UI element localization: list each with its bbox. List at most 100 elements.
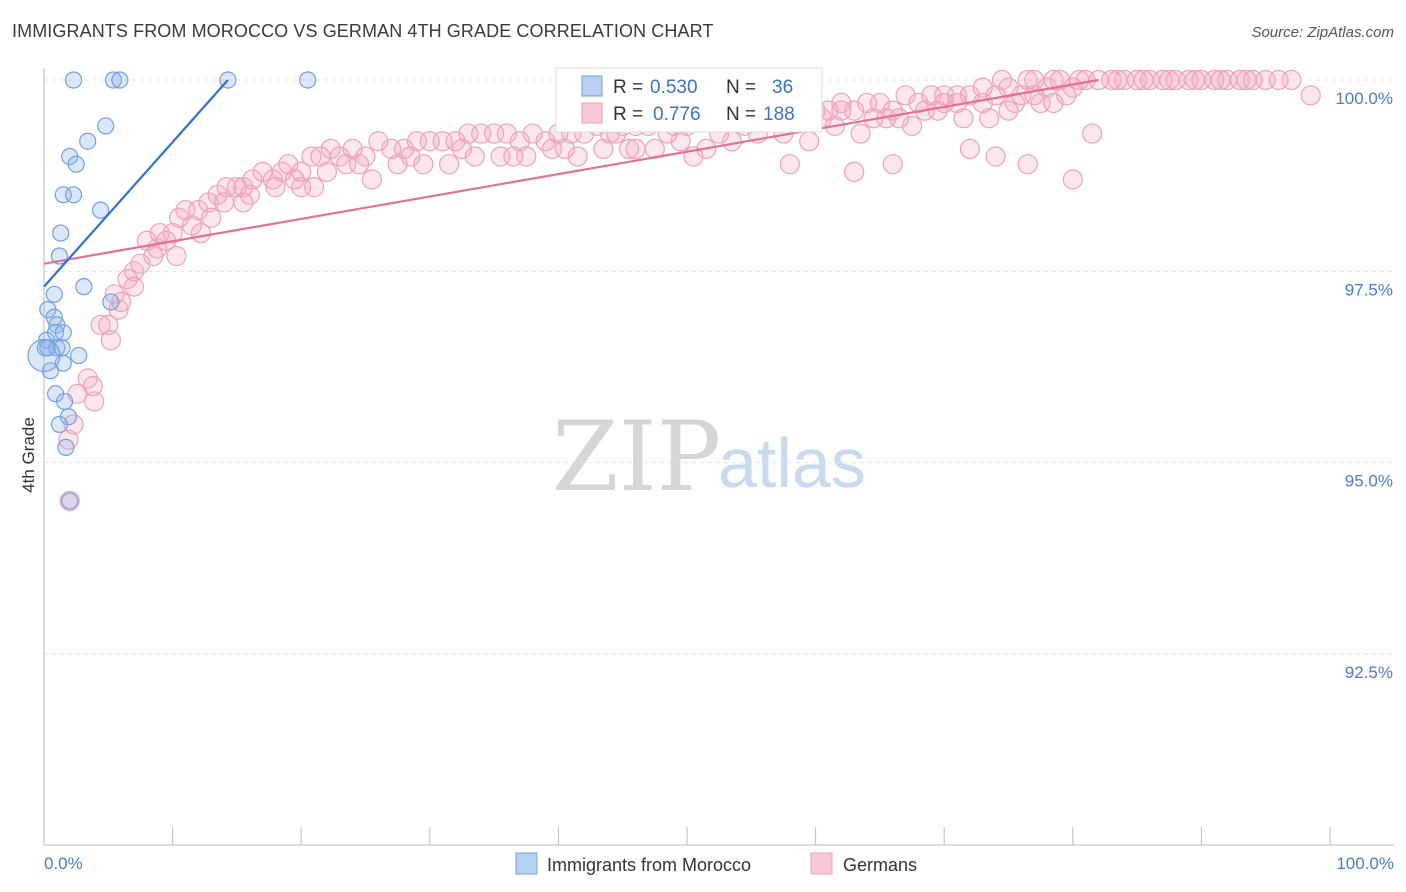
- data-point-morocco: [104, 71, 123, 89]
- data-point-germans: [567, 146, 588, 167]
- data-point-germans: [1210, 69, 1231, 91]
- data-point-germans: [348, 154, 370, 175]
- data-point-germans: [123, 276, 145, 297]
- data-point-morocco: [54, 323, 72, 342]
- data-point-germans: [342, 138, 363, 159]
- bottom-legend-label-morocco: Immigrants from Morocco: [547, 855, 751, 875]
- watermark: ZIP atlas: [552, 401, 866, 513]
- data-point-morocco: [75, 278, 93, 296]
- data-point-germans: [959, 138, 981, 159]
- data-point-germans: [265, 177, 286, 198]
- x-tick-label-min: 0.0%: [44, 854, 83, 873]
- y-tick-label: 97.5%: [1345, 280, 1393, 299]
- data-point-germans: [216, 177, 237, 198]
- data-point-germans: [1081, 123, 1103, 144]
- data-point-germans: [1069, 69, 1090, 91]
- data-point-germans: [1133, 69, 1154, 91]
- legend-r-value-pink: 0.776: [653, 104, 701, 125]
- data-point-morocco: [41, 362, 60, 380]
- data-point-morocco: [70, 346, 88, 365]
- data-point-morocco: [299, 71, 317, 89]
- data-point-germans: [496, 123, 518, 144]
- data-point-germans: [844, 161, 865, 182]
- legend-r-label-pink: R =: [613, 104, 643, 125]
- data-point-germans: [953, 108, 974, 129]
- data-point-germans: [451, 138, 473, 159]
- data-point-germans: [1159, 69, 1180, 91]
- data-point-germans: [901, 115, 923, 137]
- data-point-germans: [1300, 85, 1321, 106]
- data-point-germans: [850, 123, 871, 144]
- data-point-germans: [63, 414, 84, 435]
- data-point-morocco: [91, 201, 110, 219]
- legend-n-label-blue: N =: [726, 77, 756, 98]
- data-point-germans: [387, 154, 408, 175]
- data-point-morocco: [64, 71, 83, 89]
- chart-title: IMMIGRANTS FROM MOROCCO VS GERMAN 4TH GR…: [12, 21, 714, 41]
- trendline-morocco: [43, 79, 229, 288]
- data-point-morocco: [55, 392, 74, 411]
- legend-r-value-blue: 0.530: [650, 77, 698, 98]
- data-point-germans: [111, 291, 132, 313]
- data-point-germans: [98, 314, 119, 336]
- data-point-germans: [84, 391, 105, 412]
- trendline-germans: [43, 78, 1099, 265]
- data-point-germans: [82, 376, 103, 397]
- data-point-morocco: [45, 285, 63, 303]
- data-point-germans: [130, 253, 151, 274]
- data-point-germans: [1236, 69, 1257, 91]
- data-point-germans: [188, 200, 209, 221]
- data-point-germans: [464, 146, 485, 167]
- data-point-germans: [90, 314, 111, 336]
- data-point-germans: [278, 154, 299, 175]
- y-axis-title: 4th Grade: [19, 417, 38, 493]
- data-point-germans: [779, 154, 800, 175]
- axes: [43, 68, 1394, 846]
- data-point-germans: [1043, 92, 1064, 114]
- data-point-germans: [1017, 154, 1038, 175]
- trendlines: [43, 78, 1099, 288]
- bottom-legend-label-germans: Germans: [843, 855, 917, 875]
- bottom-legend-swatch-blue: [515, 852, 538, 875]
- gridlines: [44, 79, 1394, 655]
- correlation-legend: R = 0.530 N = 36 R = 0.776 N = 188: [555, 67, 823, 133]
- data-point-germans: [889, 108, 910, 129]
- data-point-germans: [413, 154, 434, 175]
- data-point-germans: [895, 85, 916, 106]
- legend-swatch-pink: [581, 102, 603, 124]
- data-point-germans: [368, 131, 389, 152]
- data-point-germans: [959, 85, 981, 106]
- data-point-germans: [799, 131, 820, 152]
- watermark-zip: ZIP: [552, 401, 721, 513]
- data-point-germans: [972, 77, 993, 98]
- data-point-germans: [400, 146, 421, 167]
- data-point-germans: [972, 92, 993, 114]
- data-point-germans: [619, 138, 640, 159]
- series-germans: [58, 69, 1321, 512]
- data-point-germans: [438, 154, 460, 175]
- data-point-morocco: [79, 132, 97, 150]
- data-point-germans: [985, 146, 1006, 167]
- data-point-morocco: [52, 224, 70, 242]
- data-point-germans: [625, 138, 646, 159]
- data-point-germans: [1017, 69, 1038, 91]
- data-point-germans: [1107, 69, 1128, 91]
- data-point-germans: [190, 222, 211, 244]
- data-point-germans: [882, 154, 903, 175]
- data-point-germans: [998, 100, 1019, 121]
- data-point-morocco: [64, 186, 83, 204]
- data-point-germans: [522, 123, 543, 144]
- data-point-germans: [1184, 69, 1206, 91]
- data-point-germans: [143, 245, 164, 267]
- legend-swatch-blue: [581, 75, 603, 97]
- x-tick-label-max: 100.0%: [1336, 854, 1394, 873]
- data-point-germans: [593, 138, 614, 159]
- data-point-germans: [554, 138, 575, 159]
- data-point-morocco: [57, 438, 75, 456]
- legend-n-value-blue: 36: [772, 77, 793, 98]
- data-point-germans: [361, 169, 383, 190]
- legend-n-value-pink: 188: [763, 104, 795, 125]
- y-tick-label: 92.5%: [1345, 663, 1393, 682]
- data-point-morocco: [111, 71, 129, 89]
